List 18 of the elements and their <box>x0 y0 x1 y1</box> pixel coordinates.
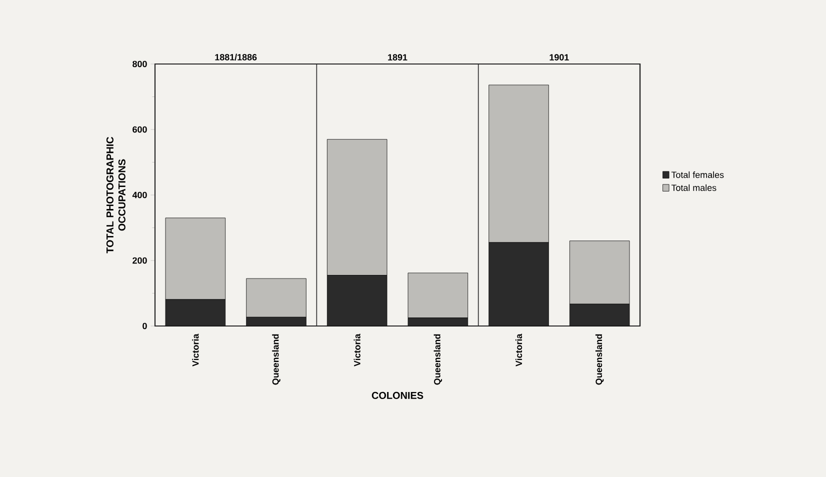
y-tick-label: 200 <box>132 257 147 264</box>
x-axis-title: COLONIES <box>372 392 424 399</box>
x-tick-label: Victoria <box>515 334 522 366</box>
text: 1881/1886 <box>215 54 257 60</box>
y-tick-label: 600 <box>132 126 147 133</box>
y-axis-title: TOTAL PHOTOGRAPHIC OCCUPATIONS <box>106 136 126 254</box>
x-tick-label: Queensland <box>434 334 442 385</box>
legend-label: Total males <box>671 184 716 191</box>
x-tick-label: Queensland <box>272 334 280 385</box>
x-tick-label: Queensland <box>595 334 604 385</box>
x-tick-label: Victoria <box>192 334 199 366</box>
y-tick-label: 0 <box>142 322 147 330</box>
text: 1891 <box>388 54 408 60</box>
text: 1901 <box>550 54 569 60</box>
legend-label: Total females <box>671 171 724 178</box>
y-tick-label: 400 <box>132 192 147 198</box>
x-tick-label: Victoria <box>354 334 360 366</box>
y-tick-label: 800 <box>132 60 147 68</box>
